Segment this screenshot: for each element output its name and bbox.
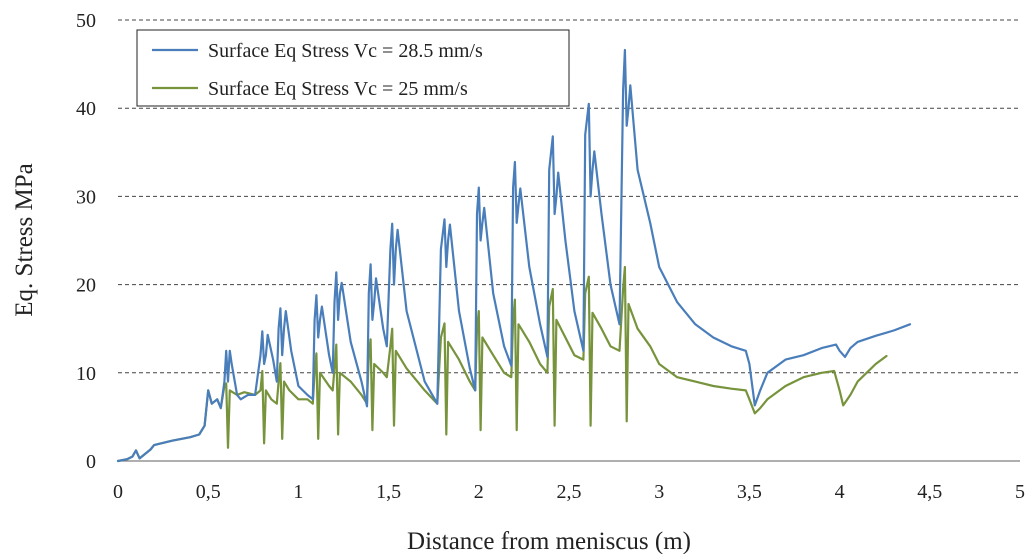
y-tick-label: 20 [76,275,96,297]
x-tick-labels: 0 0,5 1 1,5 2 2,5 3 3,5 4 4,5 5 [113,481,1025,503]
series-line-1 [116,48,912,463]
legend: Surface Eq Stress Vc = 28.5 mm/s Surface… [136,29,570,107]
x-tick-label: 4 [835,481,845,503]
x-tick-label: 1 [293,481,303,503]
gridlines [118,19,1020,374]
y-axis-title: Eq. Stress MPa [11,163,38,316]
x-axis-title: Distance from meniscus (m) [407,528,691,554]
x-tick-label: 3 [654,481,664,503]
y-tick-label: 10 [76,363,96,385]
x-tick-label: 0,5 [196,481,221,503]
y-tick-labels: 0 10 20 30 40 50 [76,10,96,473]
x-tick-label: 5 [1015,481,1025,503]
x-tick-label: 1,5 [376,481,401,503]
legend-label-series-2: Surface Eq Stress Vc = 25 mm/s [208,78,468,100]
series-lines [116,48,912,463]
legend-label-series-1: Surface Eq Stress Vc = 28.5 mm/s [208,40,483,62]
y-tick-label: 0 [86,451,96,473]
series-line-2 [116,265,888,463]
x-tick-label: 0 [113,481,123,503]
x-tick-label: 2 [474,481,484,503]
legend-box [136,29,570,107]
y-tick-label: 40 [76,98,96,120]
x-tick-label: 2,5 [557,481,582,503]
x-tick-label: 4,5 [917,481,942,503]
y-tick-label: 30 [76,186,96,208]
y-tick-label: 50 [76,10,96,32]
x-tick-label: 3,5 [737,481,762,503]
